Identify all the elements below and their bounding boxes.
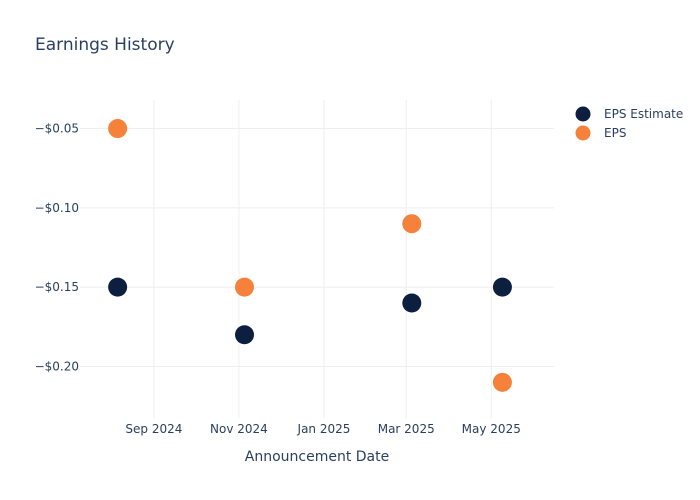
x-tick-label: Sep 2024: [125, 422, 182, 436]
y-tick-label: −$0.05: [35, 122, 79, 136]
legend-marker[interactable]: [575, 125, 591, 141]
eps-estimate-point[interactable]: [492, 277, 512, 297]
y-tick-label: −$0.20: [35, 359, 79, 373]
legend-label[interactable]: EPS: [604, 126, 626, 140]
data-points: [108, 119, 512, 392]
y-tick-label: −$0.10: [35, 201, 79, 215]
x-tick-label: May 2025: [462, 422, 521, 436]
x-axis-ticks: Sep 2024 Nov 2024 Jan 2025 Mar 2025 May 2025: [125, 422, 520, 436]
y-tick-label: −$0.15: [35, 280, 79, 294]
eps-estimate-point[interactable]: [402, 293, 422, 313]
eps-point[interactable]: [108, 119, 128, 139]
x-tick-label: Mar 2025: [378, 422, 435, 436]
y-axis-ticks: −$0.05 −$0.10 −$0.15 −$0.20: [35, 122, 79, 374]
eps-point[interactable]: [492, 372, 512, 392]
x-axis-title: Announcement Date: [245, 449, 389, 465]
x-tick-label: Jan 2025: [297, 422, 351, 436]
legend-label[interactable]: EPS Estimate: [604, 107, 683, 121]
x-tick-label: Nov 2024: [210, 422, 268, 436]
chart-title: Earnings History: [35, 35, 175, 55]
eps-estimate-point[interactable]: [108, 277, 128, 297]
legend-marker[interactable]: [575, 106, 591, 122]
eps-point[interactable]: [402, 214, 422, 234]
grid-lines: [80, 100, 554, 418]
eps-point[interactable]: [235, 277, 255, 297]
eps-estimate-point[interactable]: [235, 325, 255, 345]
legend: EPS Estimate EPS: [575, 106, 683, 141]
